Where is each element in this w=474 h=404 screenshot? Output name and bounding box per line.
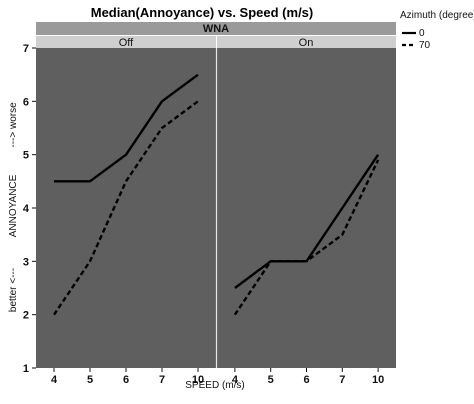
y-tick-label: 3	[23, 256, 29, 268]
y-axis-label: ANNOYANCE	[8, 174, 19, 237]
y-tick-label: 7	[23, 43, 29, 55]
plot-panel-off	[36, 48, 216, 368]
x-tick-label: 4	[232, 374, 239, 386]
y-axis: 1 2 3 4 5 6 7	[23, 43, 36, 375]
x-tick-label: 5	[87, 374, 93, 386]
x-tick-label: 6	[123, 374, 129, 386]
y-axis-better-label: better <---	[8, 268, 19, 312]
y-tick-label: 4	[23, 203, 30, 215]
series-line-off-0	[54, 73, 199, 183]
panel-label-on: On	[299, 37, 314, 49]
y-tick-label: 1	[23, 363, 29, 375]
chart-title: Median(Annoyance) vs. Speed (m/s)	[91, 5, 314, 20]
x-axis-label: SPEED (m/s)	[185, 380, 244, 391]
y-tick-label: 2	[23, 310, 29, 322]
panel-label-off: Off	[119, 37, 134, 49]
panel-strip-off	[36, 36, 216, 48]
x-tick-label: 7	[339, 374, 345, 386]
x-axis: 4 5 6 7 10 4 5 6 7 10	[51, 368, 384, 386]
y-tick-label: 5	[23, 150, 29, 162]
x-tick-label: 10	[372, 374, 384, 386]
series-line-on-70	[233, 159, 380, 316]
facet-group-label: WNA	[203, 23, 229, 35]
x-tick-label: 6	[303, 374, 309, 386]
y-tick-label: 6	[23, 96, 29, 108]
series-line-off-70	[53, 100, 199, 316]
legend-title: Azimuth (degree)	[400, 10, 474, 21]
legend-label-0: 0	[419, 28, 425, 39]
plot-panel-on	[217, 48, 396, 368]
series-layer	[53, 73, 380, 316]
x-tick-label: 10	[192, 374, 204, 386]
legend-label-70: 70	[419, 40, 431, 51]
x-tick-label: 4	[51, 374, 58, 386]
x-tick-label: 7	[159, 374, 165, 386]
x-tick-label: 5	[268, 374, 274, 386]
panel-strip-on	[217, 36, 396, 48]
legend: Azimuth (degree) 0 70	[400, 10, 474, 51]
y-axis-worse-label: ---> worse	[8, 102, 19, 148]
facet-group-strip	[36, 22, 396, 35]
